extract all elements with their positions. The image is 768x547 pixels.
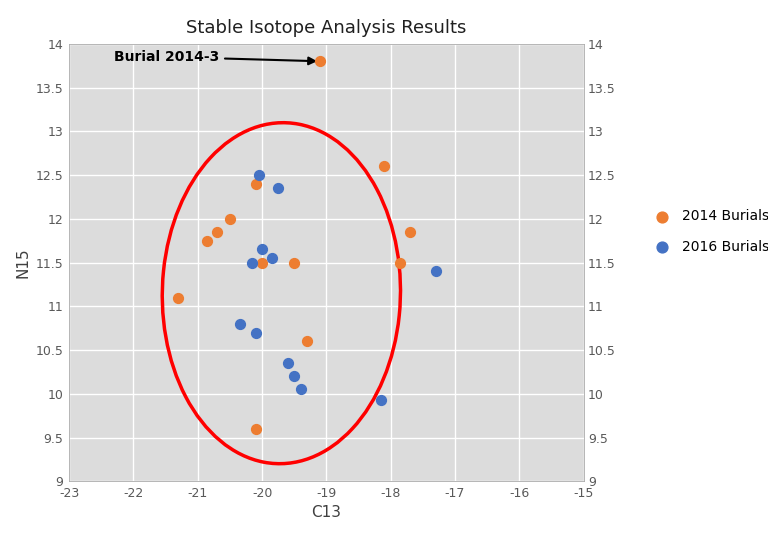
2014 Burials <box>378 162 390 171</box>
2016 Burials <box>247 258 259 267</box>
2014 Burials <box>404 228 416 236</box>
2016 Burials <box>429 267 442 276</box>
2014 Burials <box>172 293 184 302</box>
Text: Burial 2014-3: Burial 2014-3 <box>114 50 315 64</box>
2014 Burials <box>201 236 214 245</box>
2016 Burials <box>375 395 387 404</box>
2016 Burials <box>256 245 268 254</box>
Legend: 2014 Burials, 2016 Burials: 2014 Burials, 2016 Burials <box>642 204 768 260</box>
2014 Burials <box>250 179 262 188</box>
2014 Burials <box>250 424 262 433</box>
2016 Burials <box>272 184 284 193</box>
2014 Burials <box>301 337 313 346</box>
Title: Stable Isotope Analysis Results: Stable Isotope Analysis Results <box>186 19 467 37</box>
2016 Burials <box>253 171 265 179</box>
X-axis label: C13: C13 <box>311 505 342 521</box>
2016 Burials <box>266 254 278 263</box>
Y-axis label: N15: N15 <box>15 247 30 278</box>
2014 Burials <box>256 258 268 267</box>
2016 Burials <box>295 385 307 394</box>
2014 Burials <box>314 57 326 66</box>
2016 Burials <box>282 359 294 368</box>
2014 Burials <box>211 228 223 236</box>
2016 Burials <box>233 319 246 328</box>
2016 Burials <box>250 328 262 337</box>
2016 Burials <box>288 372 300 381</box>
2014 Burials <box>288 258 300 267</box>
2014 Burials <box>223 214 236 223</box>
2014 Burials <box>394 258 406 267</box>
